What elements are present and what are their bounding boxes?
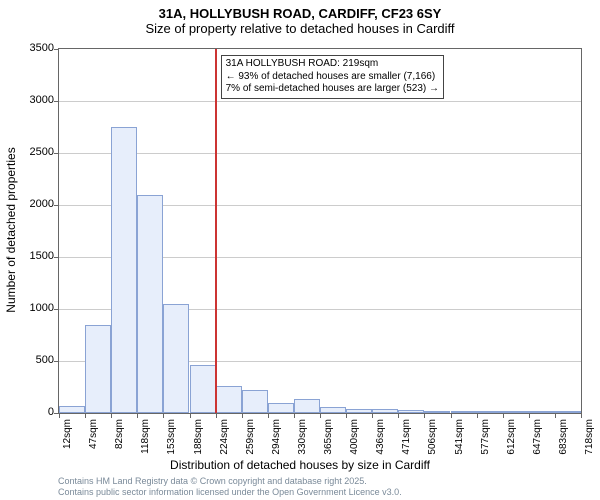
x-tick <box>59 413 60 418</box>
x-tick-label: 683sqm <box>558 419 569 455</box>
histogram-bar <box>137 195 163 413</box>
annotation-line: ← 93% of detached houses are smaller (7,… <box>226 71 439 84</box>
y-tick <box>54 205 59 206</box>
y-tick-label: 0 <box>14 406 54 418</box>
histogram-bar <box>477 411 503 413</box>
x-tick-label: 224sqm <box>219 419 230 455</box>
x-tick <box>451 413 452 418</box>
attribution-footer: Contains HM Land Registry data © Crown c… <box>58 476 402 498</box>
y-tick <box>54 257 59 258</box>
y-tick-label: 3500 <box>14 42 54 54</box>
x-tick <box>581 413 582 418</box>
y-tick-label: 1500 <box>14 250 54 262</box>
histogram-bar <box>242 390 268 413</box>
x-tick-label: 82sqm <box>114 419 125 449</box>
x-tick <box>320 413 321 418</box>
gridline <box>59 153 581 154</box>
annotation-box: 31A HOLLYBUSH ROAD: 219sqm← 93% of detac… <box>221 55 444 99</box>
histogram-bar <box>503 411 529 413</box>
reference-marker-line <box>215 49 217 413</box>
histogram-bar <box>190 365 216 413</box>
x-tick <box>346 413 347 418</box>
x-tick <box>216 413 217 418</box>
x-tick-label: 47sqm <box>88 419 99 449</box>
y-tick <box>54 361 59 362</box>
y-axis-label: Number of detached properties <box>4 147 18 312</box>
x-tick-label: 294sqm <box>271 419 282 455</box>
histogram-bar <box>268 403 294 413</box>
x-tick <box>242 413 243 418</box>
annotation-line: 31A HOLLYBUSH ROAD: 219sqm <box>226 58 439 71</box>
x-tick-label: 118sqm <box>140 419 151 454</box>
gridline <box>59 101 581 102</box>
footer-line2: Contains public sector information licen… <box>58 487 402 498</box>
y-tick-label: 2000 <box>14 198 54 210</box>
x-tick-label: 400sqm <box>349 419 360 455</box>
x-tick-label: 506sqm <box>427 419 438 455</box>
x-tick <box>503 413 504 418</box>
y-tick-label: 500 <box>14 354 54 366</box>
x-tick-label: 12sqm <box>62 419 73 449</box>
histogram-bar <box>320 407 346 413</box>
x-tick <box>268 413 269 418</box>
y-tick-label: 1000 <box>14 302 54 314</box>
x-tick <box>190 413 191 418</box>
histogram-bar <box>398 410 424 413</box>
x-tick <box>477 413 478 418</box>
x-axis-label: Distribution of detached houses by size … <box>0 458 600 472</box>
footer-line1: Contains HM Land Registry data © Crown c… <box>58 476 402 487</box>
histogram-bar <box>529 411 555 413</box>
x-tick-label: 647sqm <box>532 419 543 455</box>
x-tick-label: 436sqm <box>375 419 386 455</box>
histogram-bar <box>163 304 189 413</box>
histogram-bar <box>85 325 111 413</box>
x-tick-label: 188sqm <box>193 419 204 455</box>
histogram-bar <box>59 406 85 413</box>
y-tick-label: 2500 <box>14 146 54 158</box>
histogram-bar <box>555 411 581 413</box>
y-tick-label: 3000 <box>14 94 54 106</box>
histogram-bar <box>111 127 137 413</box>
chart-title-line1: 31A, HOLLYBUSH ROAD, CARDIFF, CF23 6SY <box>0 6 600 21</box>
x-tick-label: 471sqm <box>401 419 412 455</box>
x-tick <box>555 413 556 418</box>
x-tick-label: 718sqm <box>584 419 595 455</box>
x-tick <box>163 413 164 418</box>
histogram-bar <box>451 411 477 413</box>
x-tick-label: 541sqm <box>454 419 465 455</box>
x-tick-label: 577sqm <box>480 419 491 455</box>
y-tick <box>54 309 59 310</box>
annotation-line: 7% of semi-detached houses are larger (5… <box>226 83 439 96</box>
histogram-bar <box>424 411 450 413</box>
x-tick <box>85 413 86 418</box>
x-tick-label: 330sqm <box>297 419 308 455</box>
x-tick <box>529 413 530 418</box>
histogram-bar <box>346 409 372 413</box>
chart-title-line2: Size of property relative to detached ho… <box>0 21 600 36</box>
x-tick-label: 259sqm <box>245 419 256 455</box>
x-tick <box>294 413 295 418</box>
x-tick <box>424 413 425 418</box>
histogram-bar <box>294 399 320 413</box>
x-tick <box>111 413 112 418</box>
y-tick <box>54 101 59 102</box>
y-tick <box>54 49 59 50</box>
histogram-bar <box>216 386 242 413</box>
x-tick <box>372 413 373 418</box>
x-tick-label: 612sqm <box>506 419 517 455</box>
chart-plot-area: 31A HOLLYBUSH ROAD: 219sqm← 93% of detac… <box>58 48 582 414</box>
x-tick <box>398 413 399 418</box>
y-tick <box>54 153 59 154</box>
x-tick-label: 365sqm <box>323 419 334 455</box>
histogram-bar <box>372 409 398 413</box>
x-tick-label: 153sqm <box>166 419 177 455</box>
x-tick <box>137 413 138 418</box>
